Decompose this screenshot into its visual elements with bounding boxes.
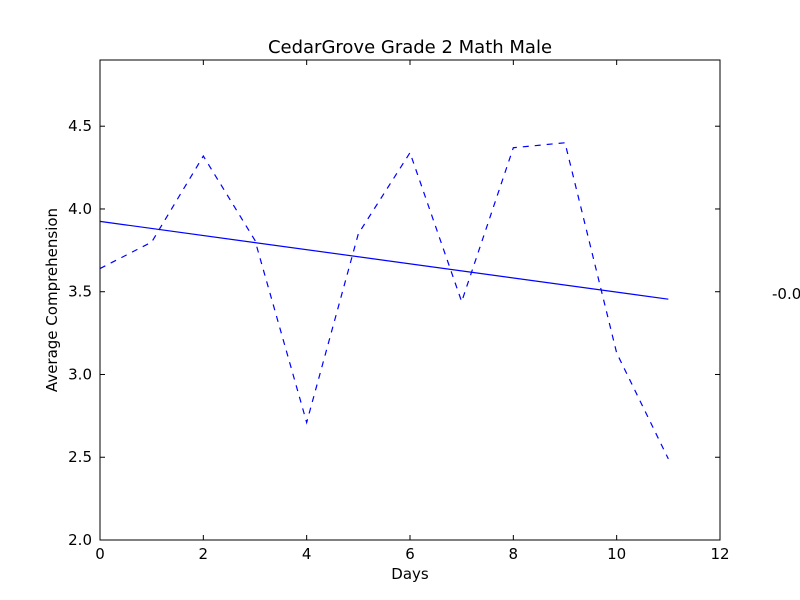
x-tick-label: 10 xyxy=(607,545,626,563)
x-axis-label: Days xyxy=(391,565,429,583)
y-tick-label: 2.5 xyxy=(68,448,92,466)
trend-line xyxy=(99,220,669,300)
y-tick-label: 2.0 xyxy=(68,531,92,549)
x-tick-label: 0 xyxy=(95,545,105,563)
slope-annotation: -0.0 xyxy=(772,285,800,303)
x-tick-label: 8 xyxy=(509,545,519,563)
x-tick-label: 4 xyxy=(302,545,312,563)
x-tick-label: 12 xyxy=(710,545,729,563)
y-tick-label: 3.5 xyxy=(68,283,92,301)
x-tick-label: 6 xyxy=(405,545,415,563)
y-tick-label: 4.0 xyxy=(68,200,92,218)
y-tick-label: 3.0 xyxy=(68,365,92,383)
plot-lines xyxy=(99,142,669,460)
plot-frame xyxy=(99,59,721,541)
axis-ticks: 0 2 4 6 8 10 12 2.0 2.5 3.0 3.5 4.0 4.5 xyxy=(68,60,730,563)
daily-average-line xyxy=(99,142,669,460)
y-tick-label: 4.5 xyxy=(68,117,92,135)
x-tick-label: 2 xyxy=(199,545,209,563)
chart-title: CedarGrove Grade 2 Math Male xyxy=(268,37,552,58)
y-axis-label: Average Comprehension xyxy=(43,208,61,392)
